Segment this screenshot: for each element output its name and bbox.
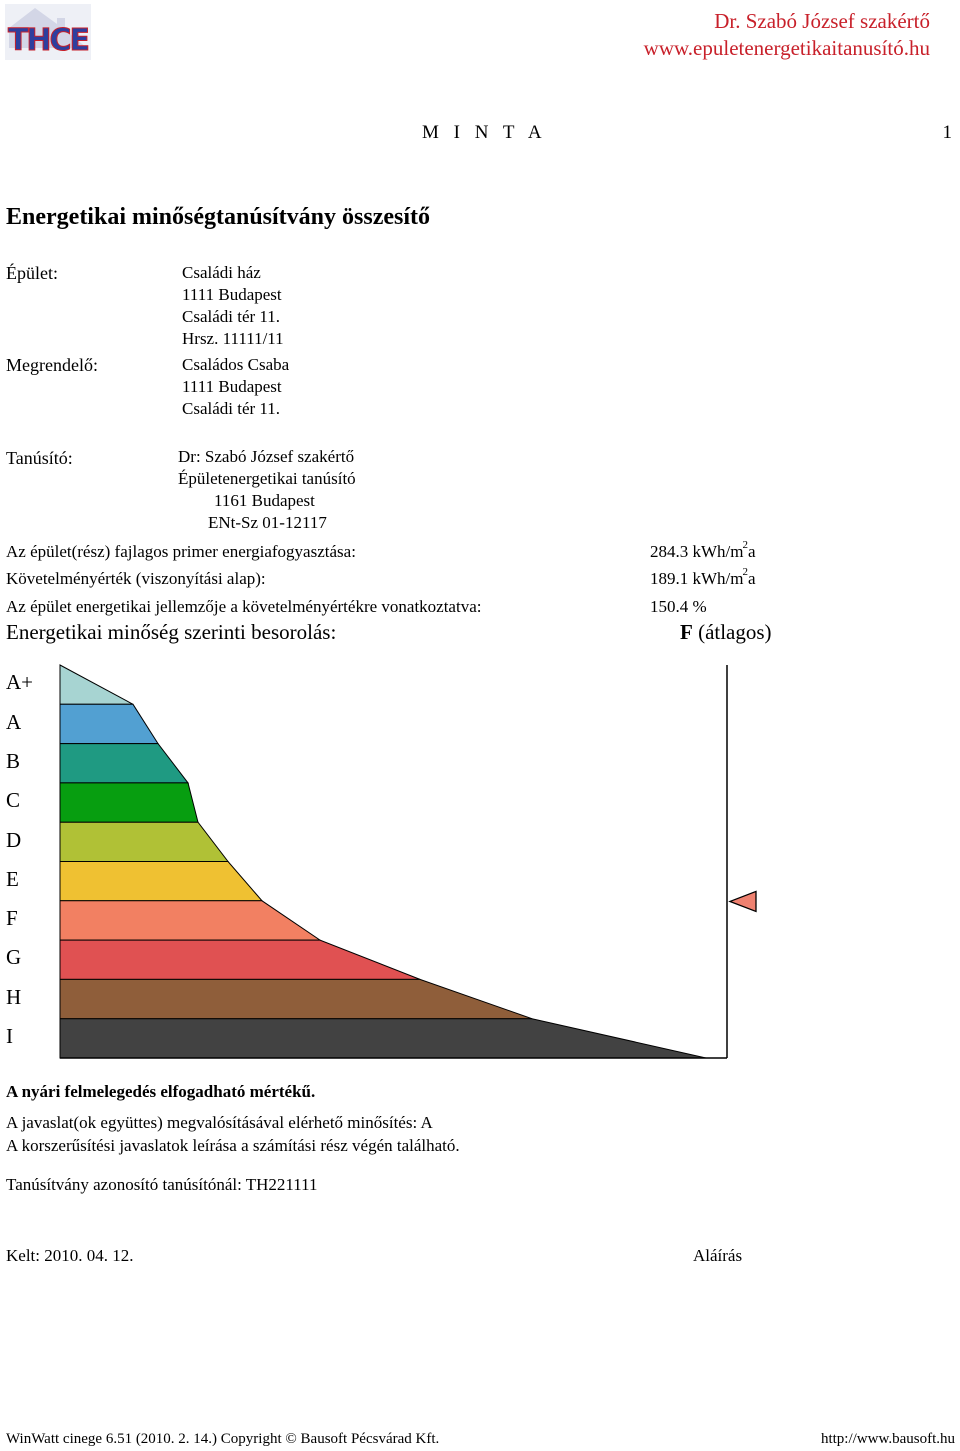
energy-band-g: [59, 939, 421, 980]
grade-label-a: A: [6, 710, 22, 734]
grade-label-c: C: [6, 788, 21, 812]
energy-band-c: [59, 782, 199, 823]
primary-energy-number: 284.3 kWh/m: [650, 542, 744, 561]
page-number: 1: [942, 122, 953, 143]
building-line: Családi ház: [182, 263, 261, 282]
energy-band-h: [59, 978, 533, 1020]
issue-date: Kelt: 2010. 04. 12.: [6, 1246, 134, 1265]
grade-label-h: H: [6, 985, 22, 1009]
rating-label: Energetikai minőség szerinti besorolás:: [6, 620, 337, 644]
energy-band-b: [59, 743, 190, 784]
building-line: Családi tér 11.: [182, 307, 281, 326]
client-line: Családi tér 11.: [182, 399, 281, 418]
grade-label-e: E: [6, 867, 19, 891]
client-line: Családos Csaba: [182, 355, 290, 374]
client-label: Megrendelő:: [6, 355, 98, 375]
energy-band-f: [59, 900, 322, 941]
current-class-marker: [728, 890, 757, 913]
client-line: 1111 Budapest: [182, 377, 282, 396]
watermark-text: M I N T A: [422, 122, 547, 143]
footer-url[interactable]: http://www.bausoft.hu: [820, 1431, 955, 1447]
building-line: Hrsz. 11111/11: [182, 329, 284, 348]
certifier-line: ENt-Sz 01-12117: [208, 513, 327, 532]
energy-band-aplus: [59, 664, 134, 705]
logo-text: THCE: [8, 23, 89, 58]
unit-superscript: 2: [742, 539, 749, 551]
certifier-details: Dr: Szabó József szakértő Épületenergeti…: [178, 446, 378, 534]
certifier-label: Tanúsító:: [6, 448, 73, 468]
unit-tail: a: [748, 542, 756, 561]
primary-energy-label: Az épület(rész) fajlagos primer energiaf…: [6, 542, 356, 561]
grade-label-i: I: [6, 1024, 13, 1048]
grade-label-aplus: A+: [6, 670, 34, 694]
building-label: Épület:: [6, 263, 58, 283]
primary-energy-value: 284.3 kWh/m2a: [650, 539, 756, 562]
unit-tail: a: [748, 569, 756, 588]
ratio-value: 150.4 %: [650, 597, 707, 616]
unit-superscript: 2: [742, 566, 749, 578]
building-address: Családi ház 1111 Budapest Családi tér 11…: [182, 262, 284, 350]
energy-band-a: [59, 703, 159, 745]
footer-software: WinWatt cinege 6.51 (2010. 2. 14.) Copyr…: [6, 1431, 440, 1447]
certifier-line: 1161 Budapest: [214, 491, 315, 510]
summer-overheating-note: A nyári felmelegedés elfogadható mértékű…: [6, 1082, 316, 1101]
certificate-id: Tanúsítvány azonosító tanúsítónál: TH221…: [6, 1175, 318, 1194]
energy-band-i: [59, 1018, 707, 1059]
rating-letter: F: [680, 620, 693, 644]
ratio-label: Az épület energetikai jellemzője a követ…: [6, 597, 482, 616]
requirement-value: 189.1 kWh/m2a: [650, 566, 756, 589]
header-author: Dr. Szabó József szakértő: [714, 9, 930, 33]
energy-band-d: [59, 821, 230, 862]
grade-label-f: F: [6, 906, 18, 930]
grade-label-b: B: [6, 749, 21, 773]
client-address: Családos Csaba 1111 Budapest Családi tér…: [182, 354, 289, 420]
rating-text: (átlagos): [698, 620, 772, 644]
certifier-line: Épületenergetikai tanúsító: [178, 469, 356, 488]
energy-band-e: [59, 861, 264, 902]
signature-label: Aláírás: [693, 1246, 743, 1265]
grade-label-d: D: [6, 828, 22, 852]
achievable-rating-note: A javaslat(ok együttes) megvalósításával…: [6, 1113, 433, 1132]
rating-value: F (átlagos): [680, 620, 772, 645]
building-line: 1111 Budapest: [182, 285, 282, 304]
certifier-line: Dr: Szabó József szakértő: [178, 447, 355, 466]
header-website[interactable]: www.epuletenergetikaitanusító.hu: [643, 36, 930, 60]
company-logo: THCE: [5, 4, 91, 60]
requirement-number: 189.1 kWh/m: [650, 569, 744, 588]
grade-label-g: G: [6, 945, 22, 969]
upgrade-note: A korszerűsítési javaslatok leírása a sz…: [6, 1136, 460, 1155]
requirement-label: Követelményérték (viszonyítási alap):: [6, 569, 266, 588]
page-title: Energetikai minőségtanúsítvány összesítő: [6, 204, 431, 230]
